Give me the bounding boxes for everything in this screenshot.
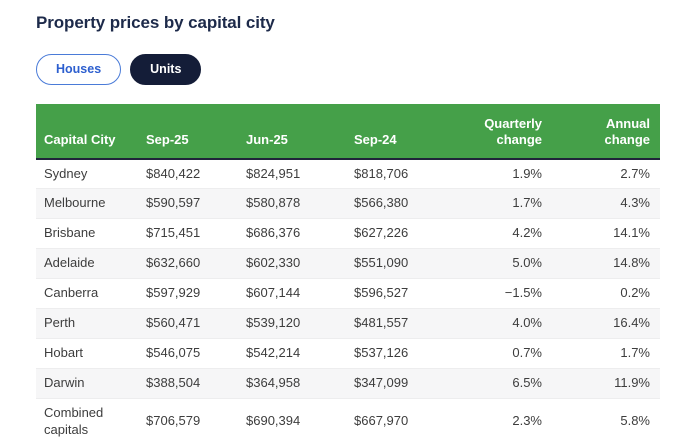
cell-annual-change: 14.1%	[552, 218, 660, 249]
table-row-melbourne: Melbourne $590,597 $580,878 $566,380 1.7…	[36, 188, 660, 219]
cell-quarterly-change: 6.5%	[444, 367, 552, 399]
cell-sep-25: $840,422	[146, 165, 201, 181]
header-sep-25: Sep-25	[136, 104, 236, 160]
header-capital-city: Capital City	[36, 104, 136, 160]
cell-sep-25: $560,471	[136, 307, 236, 339]
cell-quarterly-change: 4.2%	[444, 218, 552, 249]
cell-sep-24: $627,226	[344, 218, 444, 249]
table-row-canberra: Canberra $597,929 $607,144 $596,527 −1.5…	[36, 278, 660, 309]
cell-quarterly-change: −1.5%	[444, 278, 552, 309]
cell-city: Canberra	[36, 278, 136, 309]
table-row-combined-capitals: Combined capitals $706,579 $690,394 $667…	[36, 397, 660, 445]
units-toggle-button[interactable]: Units	[130, 54, 202, 85]
table-row-perth: Perth $560,471 $539,120 $481,557 4.0% 16…	[36, 307, 660, 339]
cell-jun-25: $580,878	[236, 188, 344, 219]
cell-annual-change: 16.4%	[552, 307, 660, 339]
page-title: Property prices by capital city	[36, 13, 275, 32]
cell-sep-24: $347,099	[344, 367, 444, 399]
cell-sep-24: $551,090	[344, 248, 444, 279]
cell-quarterly-change: 2.3%	[444, 397, 552, 445]
cell-jun-25: $364,958	[236, 367, 344, 399]
table-row-darwin: Darwin $388,504 $364,958 $347,099 6.5% 1…	[36, 367, 660, 399]
cell-sep-24: $537,126	[344, 337, 444, 369]
dwelling-type-toggle-group: Houses Units	[36, 54, 660, 85]
cell-annual-change: 1.7%	[552, 337, 660, 369]
cell-annual-change: 2.7%	[620, 165, 650, 181]
cell-quarterly-change: 5.0%	[444, 248, 552, 279]
houses-toggle-button[interactable]: Houses	[36, 54, 122, 85]
table-body: Sydney $840,422 $824,951 $818,706 1.9% 2…	[36, 159, 660, 445]
cell-sep-25: $597,929	[136, 278, 236, 309]
cell-city: Brisbane	[36, 218, 136, 249]
cell-city: Darwin	[36, 367, 136, 399]
cell-city: Hobart	[36, 337, 136, 369]
cell-annual-change: 5.8%	[552, 397, 660, 445]
table-row-sydney: Sydney $840,422 $824,951 $818,706 1.9% 2…	[36, 159, 660, 189]
cell-quarterly-change: 1.9%	[512, 165, 542, 181]
table-row-hobart: Hobart $546,075 $542,214 $537,126 0.7% 1…	[36, 337, 660, 369]
cell-quarterly-change: 0.7%	[444, 337, 552, 369]
cell-annual-change: 11.9%	[552, 367, 660, 399]
header-quarterly-change: Quarterly change	[444, 104, 552, 160]
cell-annual-change: 14.8%	[552, 248, 660, 279]
cell-sep-24: $596,527	[344, 278, 444, 309]
cell-jun-25: $607,144	[236, 278, 344, 309]
property-prices-table: Capital City Sep-25 Jun-25 Sep-24 Quarte…	[36, 104, 660, 445]
cell-sep-24: $566,380	[344, 188, 444, 219]
cell-jun-25: $686,376	[236, 218, 344, 249]
cell-quarterly-change: 1.7%	[444, 188, 552, 219]
cell-annual-change: 0.2%	[552, 278, 660, 309]
table-header: Capital City Sep-25 Jun-25 Sep-24 Quarte…	[36, 104, 660, 160]
cell-sep-24: $667,970	[344, 397, 444, 445]
table-row-adelaide: Adelaide $632,660 $602,330 $551,090 5.0%…	[36, 248, 660, 279]
cell-sep-25: $632,660	[136, 248, 236, 279]
cell-city: Adelaide	[36, 248, 136, 279]
cell-sep-25: $590,597	[136, 188, 236, 219]
cell-jun-25: $602,330	[236, 248, 344, 279]
cell-annual-change: 4.3%	[552, 188, 660, 219]
cell-quarterly-change: 4.0%	[444, 307, 552, 339]
cell-jun-25: $539,120	[236, 307, 344, 339]
cell-jun-25: $690,394	[236, 397, 344, 445]
cell-city: Combined capitals	[36, 397, 136, 445]
table-row-brisbane: Brisbane $715,451 $686,376 $627,226 4.2%…	[36, 218, 660, 249]
cell-jun-25: $542,214	[236, 337, 344, 369]
cell-sep-25: $546,075	[136, 337, 236, 369]
cell-sep-25: $388,504	[136, 367, 236, 399]
cell-sep-25: $715,451	[136, 218, 236, 249]
cell-sep-24: $481,557	[344, 307, 444, 339]
cell-sep-25: $706,579	[136, 397, 236, 445]
cell-jun-25: $824,951	[246, 165, 301, 181]
cell-city: Sydney	[44, 165, 88, 181]
header-jun-25: Jun-25	[236, 104, 344, 160]
header-sep-24: Sep-24	[344, 104, 444, 160]
cell-city: Perth	[36, 307, 136, 339]
cell-city: Melbourne	[36, 188, 136, 219]
cell-sep-24: $818,706	[354, 165, 409, 181]
header-annual-change: Annual change	[552, 104, 660, 160]
